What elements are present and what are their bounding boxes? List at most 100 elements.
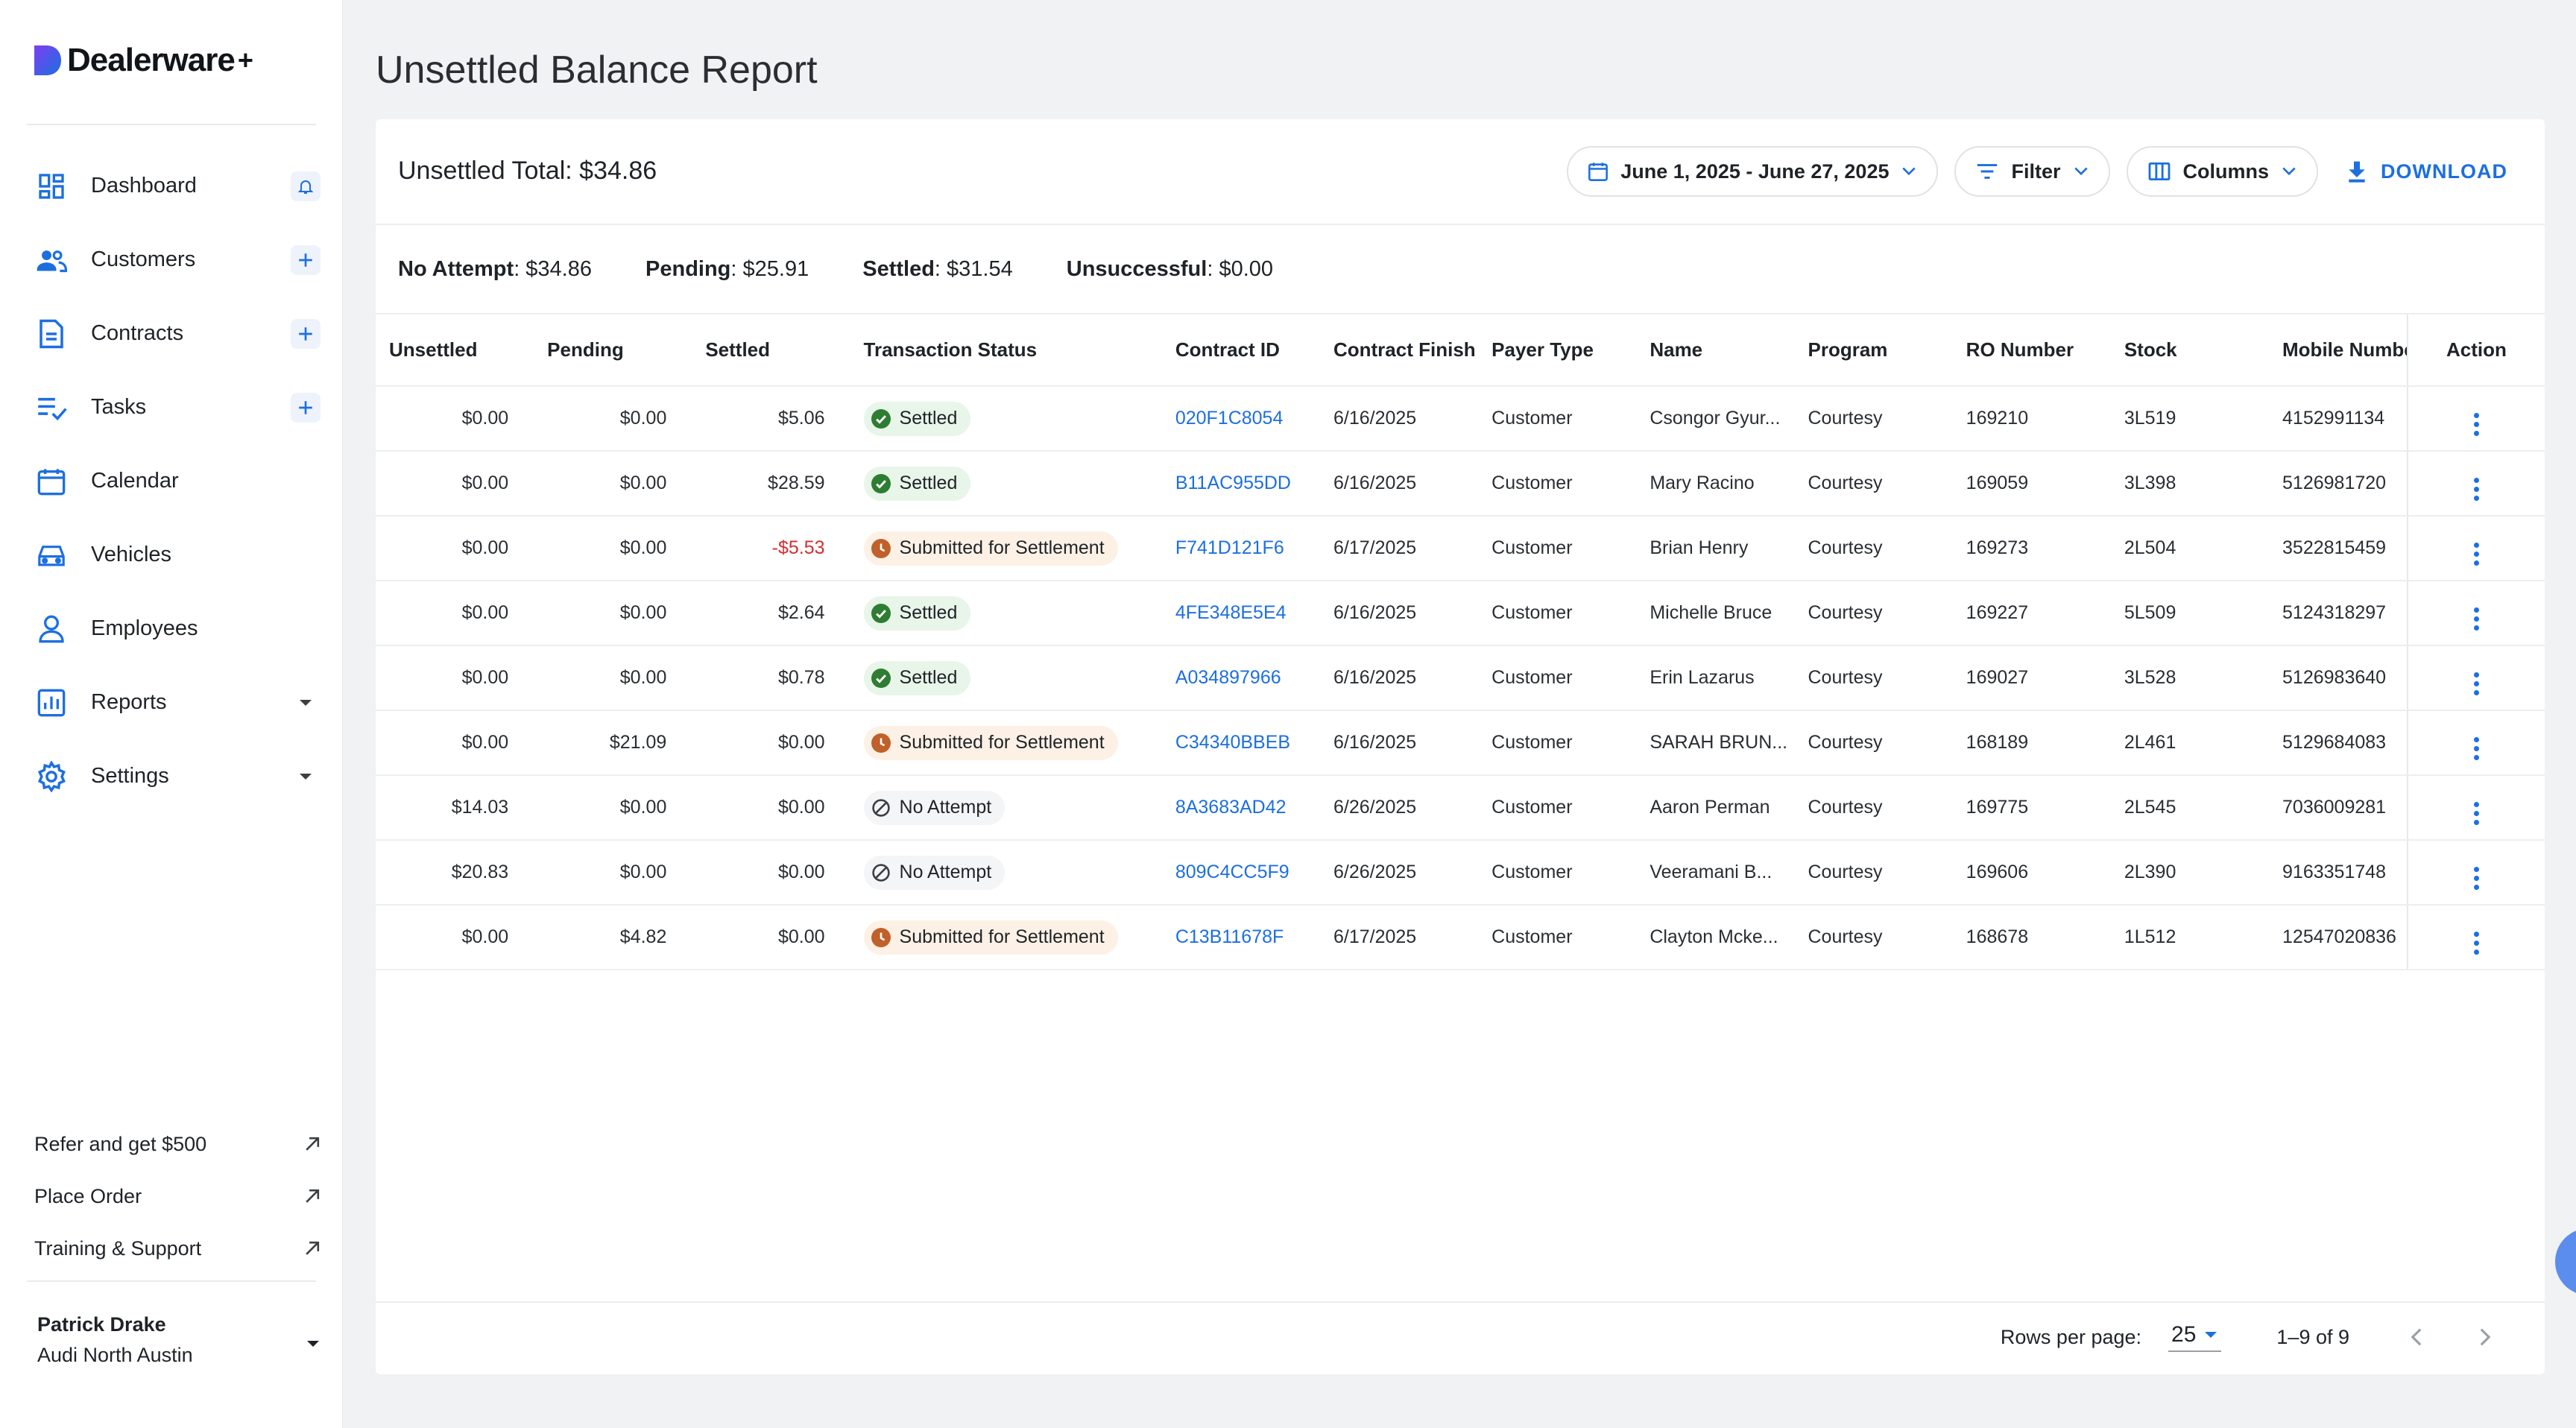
place-order-link[interactable]: Place Order: [34, 1170, 322, 1222]
col-header-name[interactable]: Name: [1636, 315, 1795, 387]
check-circle-icon: [871, 408, 891, 429]
brand-name: Dealerware: [67, 42, 236, 78]
training-support-link[interactable]: Training & Support: [34, 1222, 322, 1274]
col-header-contract-id[interactable]: Contract ID: [1161, 315, 1320, 387]
notifications-bell-icon[interactable]: [291, 171, 321, 201]
more-vert-icon[interactable]: [2473, 607, 2479, 631]
status-label: Settled: [899, 408, 958, 429]
sidebar-item-tasks[interactable]: Tasks: [0, 370, 343, 444]
download-button[interactable]: DOWNLOAD: [2334, 159, 2515, 183]
table-row[interactable]: $20.83 $0.00 $0.00 No Attempt 809C4CC5F9 6/26…: [376, 840, 2545, 906]
sidebar-item-settings[interactable]: Settings: [0, 739, 343, 813]
rows-per-page-select[interactable]: 25: [2168, 1322, 2222, 1352]
col-header-ro-number[interactable]: RO Number: [1952, 315, 2111, 387]
table-row[interactable]: $0.00 $0.00 $2.64 Settled 4FE348E5E4 6/16/202…: [376, 581, 2545, 646]
more-vert-icon[interactable]: [2473, 477, 2479, 501]
table-row[interactable]: $14.03 $0.00 $0.00 No Attempt 8A3683AD42 6/26…: [376, 775, 2545, 841]
col-header-status[interactable]: Transaction Status: [850, 315, 1162, 387]
rows-per-page-label: Rows per page:: [2000, 1325, 2142, 1348]
col-header-stock[interactable]: Stock: [2110, 315, 2270, 387]
add-customer-icon[interactable]: [291, 244, 321, 275]
check-circle-icon: [871, 668, 891, 688]
cell-ro-number: 168189: [1952, 710, 2111, 776]
status-badge: Settled: [863, 660, 971, 695]
date-range-button[interactable]: June 1, 2025 - June 27, 2025: [1567, 146, 1939, 197]
contract-id-link[interactable]: C34340BBEB: [1161, 710, 1320, 776]
col-header-settled[interactable]: Settled: [692, 315, 850, 387]
cell-stock: 3L398: [2110, 451, 2270, 516]
cell-contract-finish: 6/16/2025: [1319, 451, 1479, 516]
user-dealership: Audi North Austin: [37, 1344, 193, 1366]
table-row[interactable]: $0.00 $0.00 $5.06 Settled 020F1C8054 6/16/202…: [376, 386, 2545, 452]
brand-logo[interactable]: Dealerware +: [33, 42, 253, 79]
cell-program: Courtesy: [1794, 516, 1953, 581]
contract-id-link[interactable]: C13B11678F: [1161, 905, 1320, 970]
cell-name: Mary Racino: [1636, 451, 1795, 516]
caret-down-icon[interactable]: [306, 1339, 321, 1352]
contract-id-link[interactable]: 020F1C8054: [1161, 386, 1320, 452]
page-range: 1–9 of 9: [2276, 1325, 2349, 1348]
cell-settled: $0.00: [692, 905, 850, 970]
contract-id-link[interactable]: B11AC955DD: [1161, 451, 1320, 516]
table-row[interactable]: $0.00 $0.00 $28.59 Settled B11AC955DD 6/16/20…: [376, 451, 2545, 516]
more-vert-icon[interactable]: [2473, 801, 2479, 825]
sidebar-item-reports[interactable]: Reports: [0, 666, 343, 739]
sidebar-divider: [27, 1280, 316, 1282]
col-header-payer-type[interactable]: Payer Type: [1478, 315, 1637, 387]
add-contract-icon[interactable]: [291, 318, 321, 349]
table-row[interactable]: $0.00 $0.00 -$5.53 Submitted for Settlement…: [376, 516, 2545, 581]
caret-down-icon[interactable]: [291, 688, 321, 718]
table-row[interactable]: $0.00 $4.82 $0.00 Submitted for Settlement C…: [376, 905, 2545, 970]
report-card: Unsettled Total: $34.86 June 1, 2025 - J…: [376, 119, 2545, 1374]
add-task-icon[interactable]: [291, 392, 321, 423]
cell-ro-number: 169606: [1952, 840, 2111, 906]
cell-settled: $2.64: [692, 581, 850, 646]
prev-page-button[interactable]: [2402, 1322, 2431, 1352]
refer-link[interactable]: Refer and get $500: [34, 1118, 322, 1170]
next-page-button[interactable]: [2470, 1322, 2500, 1352]
contract-id-link[interactable]: F741D121F6: [1161, 516, 1320, 581]
more-vert-icon[interactable]: [2473, 672, 2479, 695]
cell-payer-type: Customer: [1478, 905, 1637, 970]
sidebar-item-calendar[interactable]: Calendar: [0, 444, 343, 518]
table-row[interactable]: $0.00 $0.00 $0.78 Settled A034897966 6/16/202…: [376, 645, 2545, 711]
more-vert-icon[interactable]: [2473, 931, 2479, 955]
contract-id-link[interactable]: 8A3683AD42: [1161, 775, 1320, 841]
sidebar-item-contracts[interactable]: Contracts: [0, 297, 343, 370]
col-header-program[interactable]: Program: [1794, 315, 1953, 387]
calendar-icon: [34, 464, 69, 499]
contract-id-link[interactable]: A034897966: [1161, 645, 1320, 711]
help-chat-button[interactable]: [2555, 1228, 2576, 1295]
col-header-contract-finish[interactable]: Contract Finish: [1319, 315, 1479, 387]
cell-ro-number: 169227: [1952, 581, 2111, 646]
cell-contract-finish: 6/17/2025: [1319, 905, 1479, 970]
contract-id-link[interactable]: 4FE348E5E4: [1161, 581, 1320, 646]
more-vert-icon[interactable]: [2473, 866, 2479, 890]
contract-id-link[interactable]: 809C4CC5F9: [1161, 840, 1320, 906]
cell-contract-finish: 6/16/2025: [1319, 581, 1479, 646]
sidebar-item-employees[interactable]: Employees: [0, 592, 343, 666]
table-row[interactable]: $0.00 $21.09 $0.00 Submitted for Settlement…: [376, 710, 2545, 776]
sidebar-item-vehicles[interactable]: Vehicles: [0, 518, 343, 592]
more-vert-icon[interactable]: [2473, 412, 2479, 436]
cell-pending: $0.00: [534, 581, 692, 646]
cell-program: Courtesy: [1794, 840, 1953, 906]
cell-mobile: 5129684083: [2269, 710, 2408, 776]
sidebar-item-customers[interactable]: Customers: [0, 223, 343, 297]
user-name: Patrick Drake: [37, 1313, 166, 1336]
cell-action: [2406, 775, 2545, 841]
filter-button[interactable]: Filter: [1954, 146, 2110, 197]
user-menu[interactable]: Patrick Drake Audi North Austin: [37, 1313, 321, 1367]
sidebar-item-dashboard[interactable]: Dashboard: [0, 149, 343, 223]
caret-down-icon[interactable]: [291, 762, 321, 792]
more-vert-icon[interactable]: [2473, 736, 2479, 760]
col-header-mobile[interactable]: Mobile Number: [2269, 315, 2408, 387]
columns-button[interactable]: Columns: [2126, 146, 2319, 197]
more-vert-icon[interactable]: [2473, 542, 2479, 566]
col-header-pending[interactable]: Pending: [534, 315, 692, 387]
cell-stock: 5L509: [2110, 581, 2270, 646]
col-header-unsettled[interactable]: Unsettled: [376, 315, 534, 387]
summary-pending: Pending: $25.91: [645, 256, 809, 281]
cell-settled: $0.78: [692, 645, 850, 711]
cell-stock: 3L519: [2110, 386, 2270, 452]
